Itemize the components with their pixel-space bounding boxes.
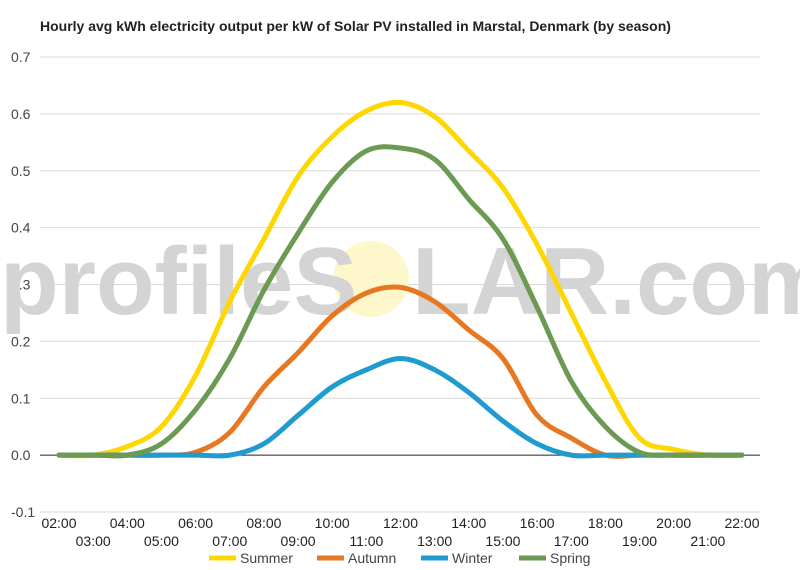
legend: Summer Autumn Winter Spring <box>209 550 590 566</box>
watermark-text-left: profileS <box>0 228 357 335</box>
x-tick-label: 03:00 <box>76 533 111 549</box>
x-tick-label: 18:00 <box>588 515 623 531</box>
grid-layer: -0.1 0.0 0.1 0.2 0.3 0.4 0.5 0.6 0.7 <box>11 49 760 520</box>
x-tick-label: 05:00 <box>144 533 179 549</box>
y-tick-label: -0.1 <box>11 504 35 520</box>
x-tick-label: 12:00 <box>383 515 418 531</box>
y-tick-label: 0.7 <box>11 49 31 65</box>
x-tick-label: 16:00 <box>520 515 555 531</box>
x-tick-label: 19:00 <box>622 533 657 549</box>
y-tick-label: 0.5 <box>11 163 31 179</box>
x-tick-label: 21:00 <box>690 533 725 549</box>
watermark-text-right: LAR.com <box>412 228 800 335</box>
x-tick-label: 06:00 <box>178 515 213 531</box>
legend-label-spring: Spring <box>550 550 590 566</box>
x-tick-label: 10:00 <box>315 515 350 531</box>
legend-label-winter: Winter <box>452 550 493 566</box>
series-line-spring <box>56 144 745 459</box>
x-tick-label: 20:00 <box>656 515 691 531</box>
x-tick-label: 14:00 <box>451 515 486 531</box>
y-tick-label: 0.1 <box>11 390 31 406</box>
legend-label-autumn: Autumn <box>348 550 396 566</box>
x-tick-label: 02:00 <box>41 515 76 531</box>
x-tick-label: 22:00 <box>724 515 759 531</box>
x-tick-label: 11:00 <box>349 533 383 549</box>
x-tick-label: 07:00 <box>212 533 247 549</box>
series-layer <box>56 99 745 459</box>
series-line-winter <box>56 355 745 459</box>
y-tick-label: 0.0 <box>11 447 31 463</box>
y-tick-label: 0.6 <box>11 106 31 122</box>
series-line-summer <box>56 99 745 459</box>
x-tick-label: 13:00 <box>417 533 452 549</box>
x-tick-label: 15:00 <box>485 533 520 549</box>
y-tick-label: 0.3 <box>11 277 31 293</box>
x-tick-label: 08:00 <box>246 515 281 531</box>
x-tick-label: 04:00 <box>110 515 145 531</box>
x-tick-label: 09:00 <box>281 533 316 549</box>
legend-label-summer: Summer <box>240 550 293 566</box>
y-tick-label: 0.2 <box>11 333 31 349</box>
watermark: profileS LAR.com <box>0 228 800 335</box>
chart-title: Hourly avg kWh electricity output per kW… <box>40 18 671 34</box>
y-tick-label: 0.4 <box>11 220 31 236</box>
x-tick-label: 17:00 <box>554 533 589 549</box>
